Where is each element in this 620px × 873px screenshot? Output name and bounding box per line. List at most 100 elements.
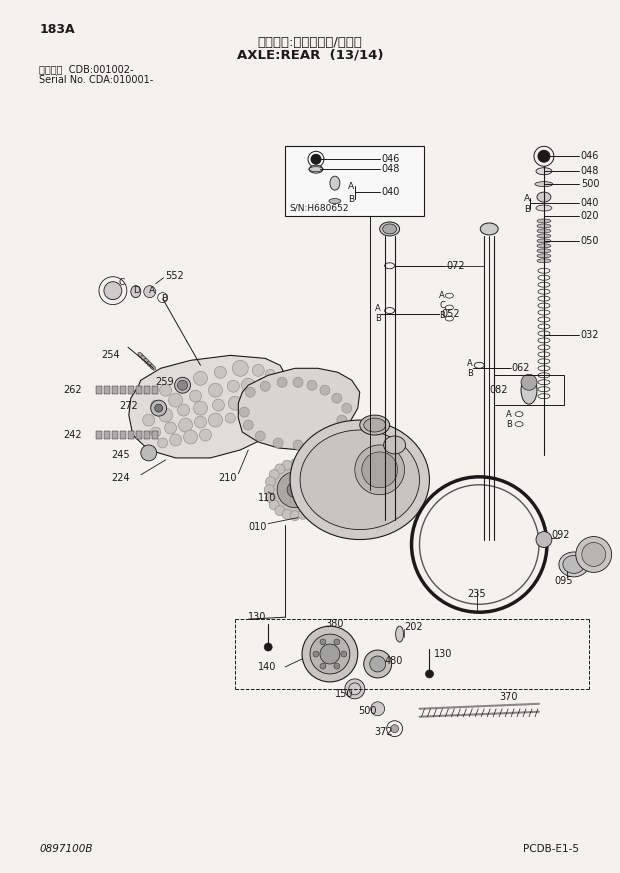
Ellipse shape: [537, 219, 551, 223]
Text: 210: 210: [218, 473, 237, 483]
Circle shape: [246, 388, 255, 397]
Text: 480: 480: [384, 656, 403, 666]
Text: 140: 140: [259, 662, 277, 672]
Circle shape: [255, 431, 265, 441]
Text: 552: 552: [166, 271, 184, 281]
Circle shape: [170, 434, 182, 446]
Circle shape: [213, 399, 224, 411]
Text: C: C: [440, 301, 445, 310]
Text: 082: 082: [489, 385, 508, 395]
Circle shape: [177, 381, 188, 390]
Circle shape: [307, 381, 317, 390]
Ellipse shape: [537, 224, 551, 228]
Text: 262: 262: [63, 385, 82, 395]
Circle shape: [141, 445, 157, 461]
Circle shape: [576, 537, 612, 573]
Circle shape: [290, 511, 300, 520]
Text: 048: 048: [382, 164, 400, 175]
Circle shape: [177, 404, 190, 416]
Text: S/N:H680652: S/N:H680652: [289, 203, 348, 212]
Circle shape: [334, 639, 340, 645]
Ellipse shape: [144, 359, 149, 364]
Circle shape: [267, 462, 323, 518]
Text: B: B: [374, 314, 381, 323]
Circle shape: [345, 679, 365, 698]
Text: A: A: [467, 359, 473, 368]
Text: 032: 032: [581, 331, 600, 340]
Text: B: B: [161, 294, 167, 303]
Circle shape: [313, 651, 319, 657]
Text: 048: 048: [581, 166, 599, 176]
Circle shape: [391, 725, 399, 732]
Circle shape: [143, 414, 155, 426]
Bar: [112, 431, 118, 439]
Circle shape: [293, 440, 303, 450]
Ellipse shape: [300, 430, 420, 530]
Text: 040: 040: [581, 198, 599, 208]
Circle shape: [151, 400, 161, 410]
Ellipse shape: [131, 285, 141, 298]
Circle shape: [275, 464, 285, 474]
Ellipse shape: [537, 239, 551, 243]
Circle shape: [311, 435, 321, 445]
Circle shape: [315, 492, 325, 503]
Circle shape: [165, 422, 177, 434]
Text: 020: 020: [581, 211, 600, 221]
Text: Serial No. CDA:010001-: Serial No. CDA:010001-: [39, 74, 154, 85]
Circle shape: [264, 485, 274, 495]
Circle shape: [151, 427, 161, 437]
Circle shape: [275, 505, 285, 516]
Circle shape: [425, 670, 433, 678]
Text: 062: 062: [511, 363, 529, 374]
Circle shape: [226, 413, 236, 423]
Text: 110: 110: [259, 492, 277, 503]
Bar: [112, 386, 118, 395]
Text: B: B: [506, 420, 512, 429]
Circle shape: [305, 464, 315, 474]
Text: C: C: [119, 278, 125, 287]
Circle shape: [334, 663, 340, 669]
Circle shape: [151, 400, 167, 416]
Text: 072: 072: [446, 261, 465, 271]
Circle shape: [341, 651, 347, 657]
Circle shape: [311, 470, 321, 479]
Circle shape: [361, 452, 397, 488]
Circle shape: [228, 396, 242, 410]
Ellipse shape: [537, 229, 551, 233]
Circle shape: [193, 402, 208, 415]
Circle shape: [521, 375, 537, 390]
Circle shape: [287, 482, 303, 498]
Text: 010: 010: [248, 521, 267, 532]
Text: D: D: [133, 286, 140, 295]
Circle shape: [311, 500, 321, 510]
Text: アクスル:リヤ（１３/１４）: アクスル:リヤ（１３/１４）: [257, 37, 363, 49]
Text: 372: 372: [374, 726, 393, 737]
Ellipse shape: [521, 376, 537, 404]
Ellipse shape: [330, 176, 340, 190]
Circle shape: [325, 427, 335, 437]
Circle shape: [241, 378, 255, 392]
Text: 242: 242: [63, 430, 82, 440]
Text: 095: 095: [554, 576, 572, 587]
Circle shape: [157, 438, 167, 448]
Text: B: B: [440, 311, 445, 320]
Circle shape: [320, 644, 340, 664]
Circle shape: [175, 381, 185, 390]
Circle shape: [310, 634, 350, 674]
Text: A: A: [524, 194, 530, 203]
Text: 183A: 183A: [39, 24, 75, 37]
Text: A: A: [506, 409, 512, 418]
Circle shape: [311, 155, 321, 164]
Bar: [104, 386, 110, 395]
Bar: [285, 147, 425, 216]
Circle shape: [252, 364, 264, 376]
Circle shape: [536, 532, 552, 547]
Ellipse shape: [537, 249, 551, 253]
Text: 254: 254: [101, 350, 120, 361]
Circle shape: [277, 471, 313, 508]
Text: 092: 092: [551, 530, 569, 540]
Circle shape: [243, 420, 253, 430]
Text: 適用号機  CDB:001002-: 適用号機 CDB:001002-: [39, 65, 134, 75]
Circle shape: [246, 395, 255, 405]
Circle shape: [273, 438, 283, 448]
